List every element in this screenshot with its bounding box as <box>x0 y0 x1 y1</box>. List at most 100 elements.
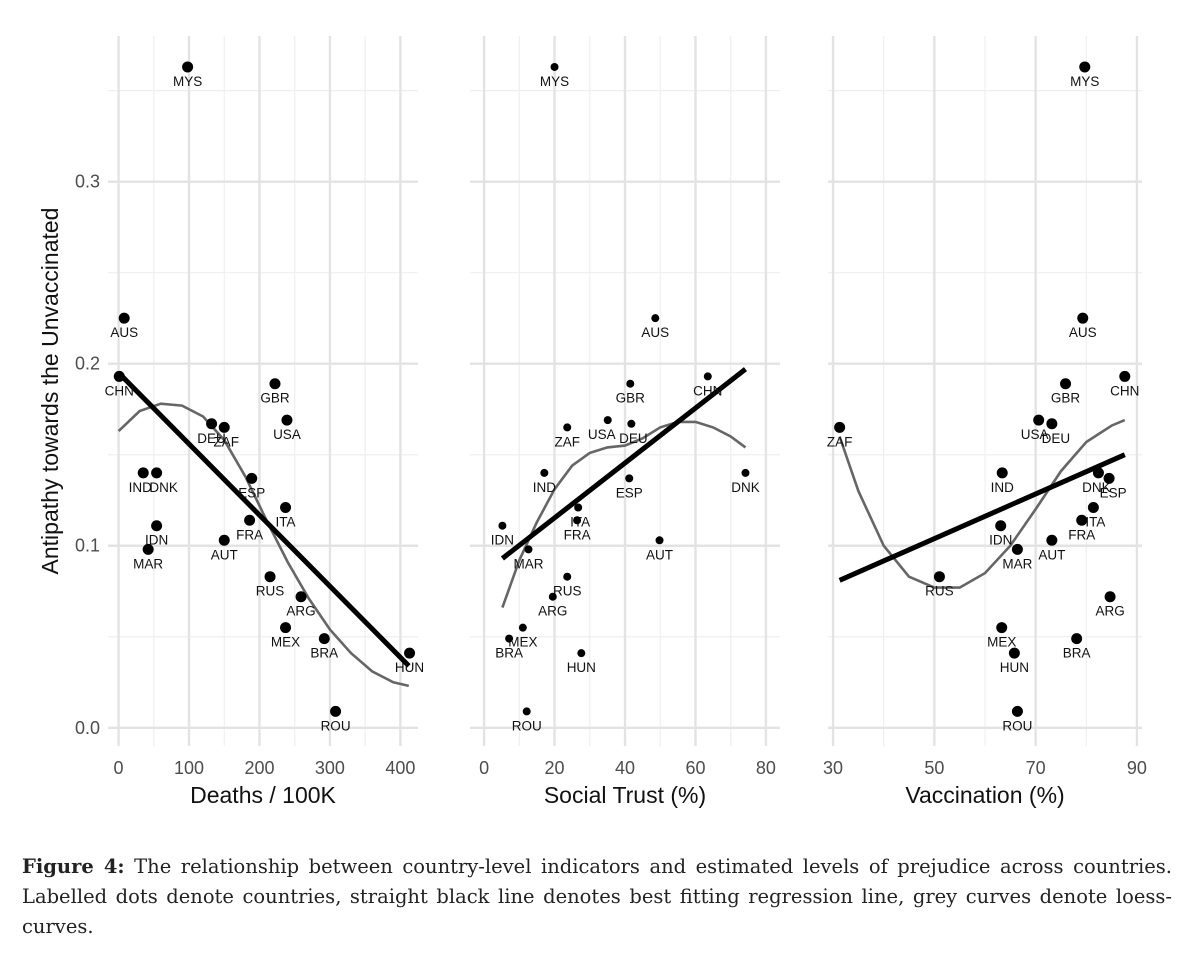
point-label-ind: IND <box>991 480 1015 495</box>
point-label-bra: BRA <box>1063 646 1091 661</box>
point-label-arg: ARG <box>1095 604 1124 619</box>
data-point-hun <box>577 649 586 658</box>
point-label-rou: ROU <box>512 718 542 733</box>
point-label-rou: ROU <box>1002 718 1032 733</box>
data-point-deu <box>1046 418 1058 430</box>
data-point-rus <box>933 571 945 583</box>
panel-1: 0.0 0.1 0.2 0.3 0 100 200 300 400 Deaths / 100K MY… <box>75 36 424 808</box>
data-point-rus <box>563 572 572 581</box>
data-point-zaf <box>218 421 230 433</box>
x-axis-title: Deaths / 100K <box>190 782 336 808</box>
data-point-ita <box>574 503 583 512</box>
data-point-deu <box>627 419 636 428</box>
point-label-aut: AUT <box>211 547 238 562</box>
data-point-mys <box>182 61 194 73</box>
data-point-bra <box>505 634 514 643</box>
point-label-idn: IDN <box>491 533 514 548</box>
point-label-chn: CHN <box>1110 383 1139 398</box>
data-point-mys <box>550 62 559 71</box>
data-point-idn <box>995 520 1007 532</box>
data-point-idn <box>151 520 163 532</box>
point-label-gbr: GBR <box>616 391 646 406</box>
x-tick-label: 50 <box>924 758 944 778</box>
point-label-idn: IDN <box>989 533 1012 548</box>
y-axis-title: Antipathy towards the Unvaccinated <box>37 208 63 575</box>
point-label-deu: DEU <box>1042 431 1071 446</box>
x-tick-label: 200 <box>244 758 274 778</box>
figure-caption: Figure 4: The relationship between count… <box>22 852 1172 942</box>
data-point-rou <box>1011 705 1023 717</box>
point-label-mar: MAR <box>133 556 163 571</box>
point-label-gbr: GBR <box>1051 391 1081 406</box>
caption-text: The relationship between country-level i… <box>22 855 1172 938</box>
point-label-hun: HUN <box>395 660 424 675</box>
data-point-usa <box>603 416 612 425</box>
regression-line <box>838 452 1126 583</box>
point-label-rus: RUS <box>256 584 285 599</box>
point-label-aut: AUT <box>646 547 673 562</box>
x-axis-title: Social Trust (%) <box>544 782 706 808</box>
point-label-hun: HUN <box>1000 660 1029 675</box>
data-point-mex <box>518 623 527 632</box>
data-point-chn <box>113 370 125 382</box>
point-label-ita: ITA <box>1085 515 1105 530</box>
x-tick-label: 20 <box>545 758 565 778</box>
point-label-mex: MEX <box>271 635 300 650</box>
data-point-rus <box>264 571 276 583</box>
data-point-esp <box>246 472 258 484</box>
point-label-bra: BRA <box>495 646 523 661</box>
data-point-aut <box>1046 534 1058 546</box>
x-tick-label: 300 <box>315 758 345 778</box>
data-point-ita <box>280 502 292 514</box>
regression-line <box>500 367 748 561</box>
figure: Antipathy towards the Unvaccinated 0.0 0.… <box>37 36 1147 808</box>
point-label-gbr: GBR <box>260 391 290 406</box>
point-label-aut: AUT <box>1038 547 1065 562</box>
x-tick-label: 40 <box>615 758 635 778</box>
point-label-fra: FRA <box>564 527 591 542</box>
point-label-deu: DEU <box>197 431 226 446</box>
data-point-hun <box>1008 647 1020 659</box>
data-point-aut <box>655 536 664 545</box>
data-point-ita <box>1087 502 1099 514</box>
point-label-usa: USA <box>273 427 301 442</box>
data-point-dnk <box>741 468 750 477</box>
x-tick-label: 0 <box>114 758 124 778</box>
data-point-aus <box>1077 312 1089 324</box>
data-point-arg <box>548 592 557 601</box>
point-label-idn: IDN <box>145 533 168 548</box>
data-point-esp <box>625 474 634 483</box>
data-point-aus <box>118 312 130 324</box>
point-label-arg: ARG <box>538 604 567 619</box>
data-point-mys <box>1079 61 1091 73</box>
data-point-zaf <box>563 423 572 432</box>
data-point-usa <box>1033 414 1045 426</box>
point-label-esp: ESP <box>1100 485 1127 500</box>
data-point-ind <box>996 467 1008 479</box>
point-label-zaf: ZAF <box>554 434 580 449</box>
point-label-zaf: ZAF <box>214 434 240 449</box>
x-tick-label: 60 <box>685 758 705 778</box>
point-label-dnk: DNK <box>1082 480 1111 495</box>
data-point-rou <box>522 707 531 716</box>
data-point-aut <box>218 534 230 546</box>
data-point-ind <box>540 468 549 477</box>
point-label-mar: MAR <box>513 556 543 571</box>
data-point-zaf <box>834 421 846 433</box>
point-label-fra: FRA <box>1068 527 1095 542</box>
x-tick-label: 80 <box>756 758 776 778</box>
point-label-dnk: DNK <box>731 480 760 495</box>
point-label-mex: MEX <box>508 635 537 650</box>
data-point-bra <box>318 633 330 645</box>
x-tick-label: 100 <box>174 758 204 778</box>
loess-curve <box>838 418 1126 589</box>
point-label-aus: AUS <box>110 325 138 340</box>
faceted-scatter-chart: Antipathy towards the Unvaccinated 0.00.… <box>37 36 1147 808</box>
point-label-mex: MEX <box>987 635 1016 650</box>
point-label-zaf: ZAF <box>827 434 853 449</box>
data-point-deu <box>206 418 218 430</box>
data-point-mex <box>280 622 292 634</box>
regression-line <box>116 371 411 668</box>
data-point-arg <box>1104 591 1116 603</box>
point-label-ind: IND <box>533 480 557 495</box>
